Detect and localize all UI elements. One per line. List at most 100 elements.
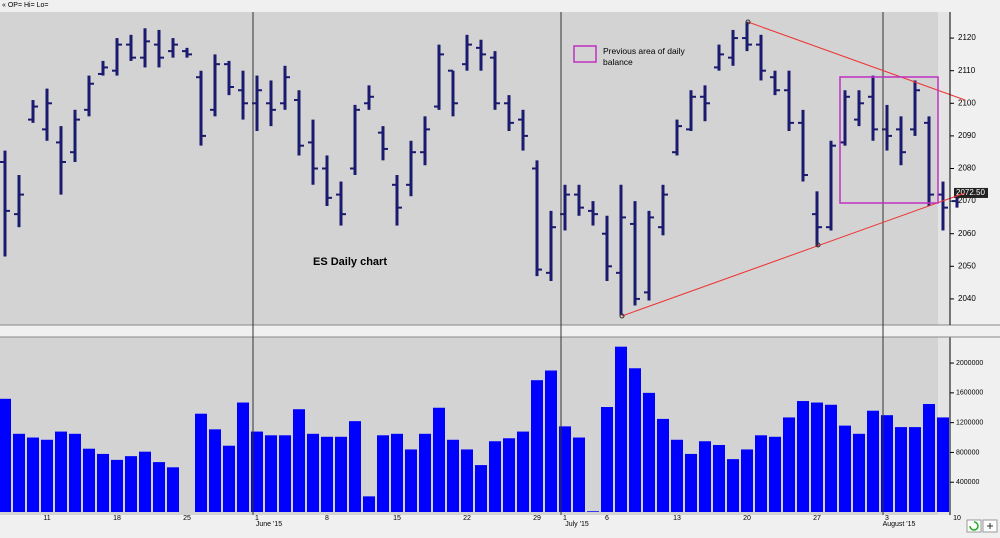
y-tick-label: 2080	[958, 164, 976, 173]
x-sub-label: June '15	[256, 521, 282, 528]
x-tick-label: 1	[255, 515, 259, 522]
chart-title: ES Daily chart	[313, 256, 387, 268]
volume-bar	[349, 421, 361, 512]
volume-bar	[755, 435, 767, 512]
volume-bar	[741, 449, 753, 512]
volume-bar	[769, 436, 781, 512]
volume-bar	[517, 431, 529, 512]
volume-bar	[69, 433, 81, 512]
last-price-box	[954, 187, 988, 198]
last-price-label: 2072.50	[956, 188, 985, 197]
volume-bar	[55, 431, 67, 512]
x-tick-label: 29	[533, 515, 541, 522]
volume-bar	[97, 453, 109, 512]
volume-bar	[629, 368, 641, 512]
y-tick-label: 2070	[958, 196, 976, 205]
volume-bar	[909, 427, 921, 512]
y-tick-label: 800000	[956, 449, 979, 456]
x-sub-label: August '15	[883, 521, 916, 528]
volume-bar	[419, 433, 431, 512]
volume-bar	[167, 467, 179, 512]
volume-bar	[195, 413, 207, 512]
volume-bar	[615, 346, 627, 512]
y-tick-label: 2090	[958, 131, 976, 140]
volume-bar	[293, 409, 305, 512]
volume-bar	[265, 435, 277, 512]
header: « OP= Hi= Lo=	[2, 2, 49, 9]
trend-anchor	[815, 242, 821, 248]
volume-bar	[447, 439, 459, 512]
volume-bar	[839, 425, 851, 512]
x-tick-label: 11	[43, 515, 50, 522]
x-tick-label: 8	[325, 515, 329, 522]
volume-bar	[545, 370, 557, 512]
y-tick-label: 1200000	[956, 419, 983, 426]
volume-bar	[13, 433, 25, 512]
y-tick-label: 2050	[958, 261, 976, 270]
volume-bar	[923, 404, 935, 512]
volume-bar	[125, 456, 137, 512]
volume-bar	[937, 417, 949, 512]
volume-bar	[27, 437, 39, 512]
legend-swatch	[573, 45, 597, 63]
volume-bar	[307, 433, 319, 512]
volume-bar	[825, 404, 837, 512]
volume-bar	[811, 402, 823, 512]
y-tick-label: 2110	[958, 66, 976, 75]
volume-bar	[587, 511, 599, 512]
volume-bar	[867, 410, 879, 512]
volume-bar	[0, 398, 11, 512]
y-tick-label: 2000000	[956, 360, 983, 367]
volume-bar	[559, 426, 571, 512]
volume-bar	[475, 465, 487, 512]
volume-bar	[83, 448, 95, 512]
volume-bar	[573, 437, 585, 512]
volume-bar	[489, 441, 501, 512]
legend-text-box: Previous area of daily balance	[603, 46, 685, 67]
x-tick-label: 22	[463, 515, 471, 522]
balance-area	[839, 76, 939, 204]
volume-bar	[531, 380, 543, 512]
volume-bar	[881, 415, 893, 512]
volume-bar	[41, 439, 53, 512]
y-tick-label: 2120	[958, 33, 976, 42]
x-tick-label: 10	[953, 515, 961, 522]
x-tick-label: 20	[743, 515, 751, 522]
volume-bar	[461, 449, 473, 512]
trend-anchor	[745, 19, 751, 25]
trend-anchor	[619, 313, 625, 319]
volume-bar	[657, 418, 669, 512]
y-tick-label: 2040	[958, 294, 976, 303]
volume-bar	[391, 433, 403, 512]
volume-bar	[685, 453, 697, 512]
volume-bar	[111, 459, 123, 512]
volume-bar	[209, 429, 221, 512]
volume-bar	[405, 449, 417, 512]
volume-bar	[237, 402, 249, 512]
volume-bar	[377, 435, 389, 512]
y-tick-label: 2060	[958, 229, 976, 238]
volume-bar	[321, 436, 333, 512]
volume-bar	[853, 433, 865, 512]
volume-bar	[223, 445, 235, 512]
volume-bar	[153, 462, 165, 512]
x-tick-label: 18	[113, 515, 121, 522]
trend-line	[747, 21, 966, 101]
volume-bar	[601, 407, 613, 512]
x-tick-label: 25	[183, 515, 191, 522]
volume-bar	[671, 439, 683, 512]
volume-bar	[727, 459, 739, 512]
volume-bar	[503, 438, 515, 512]
volume-bar	[783, 417, 795, 512]
price-panel	[0, 12, 950, 325]
volume-bar	[251, 431, 263, 512]
add-icon	[987, 523, 993, 529]
volume-bar	[279, 435, 291, 512]
x-tick-label: 13	[673, 515, 681, 522]
x-tick-label: 6	[605, 515, 609, 522]
legend-label: Previous area of daily balance	[603, 46, 685, 67]
trend-line	[621, 192, 966, 317]
future-zone	[938, 12, 950, 325]
